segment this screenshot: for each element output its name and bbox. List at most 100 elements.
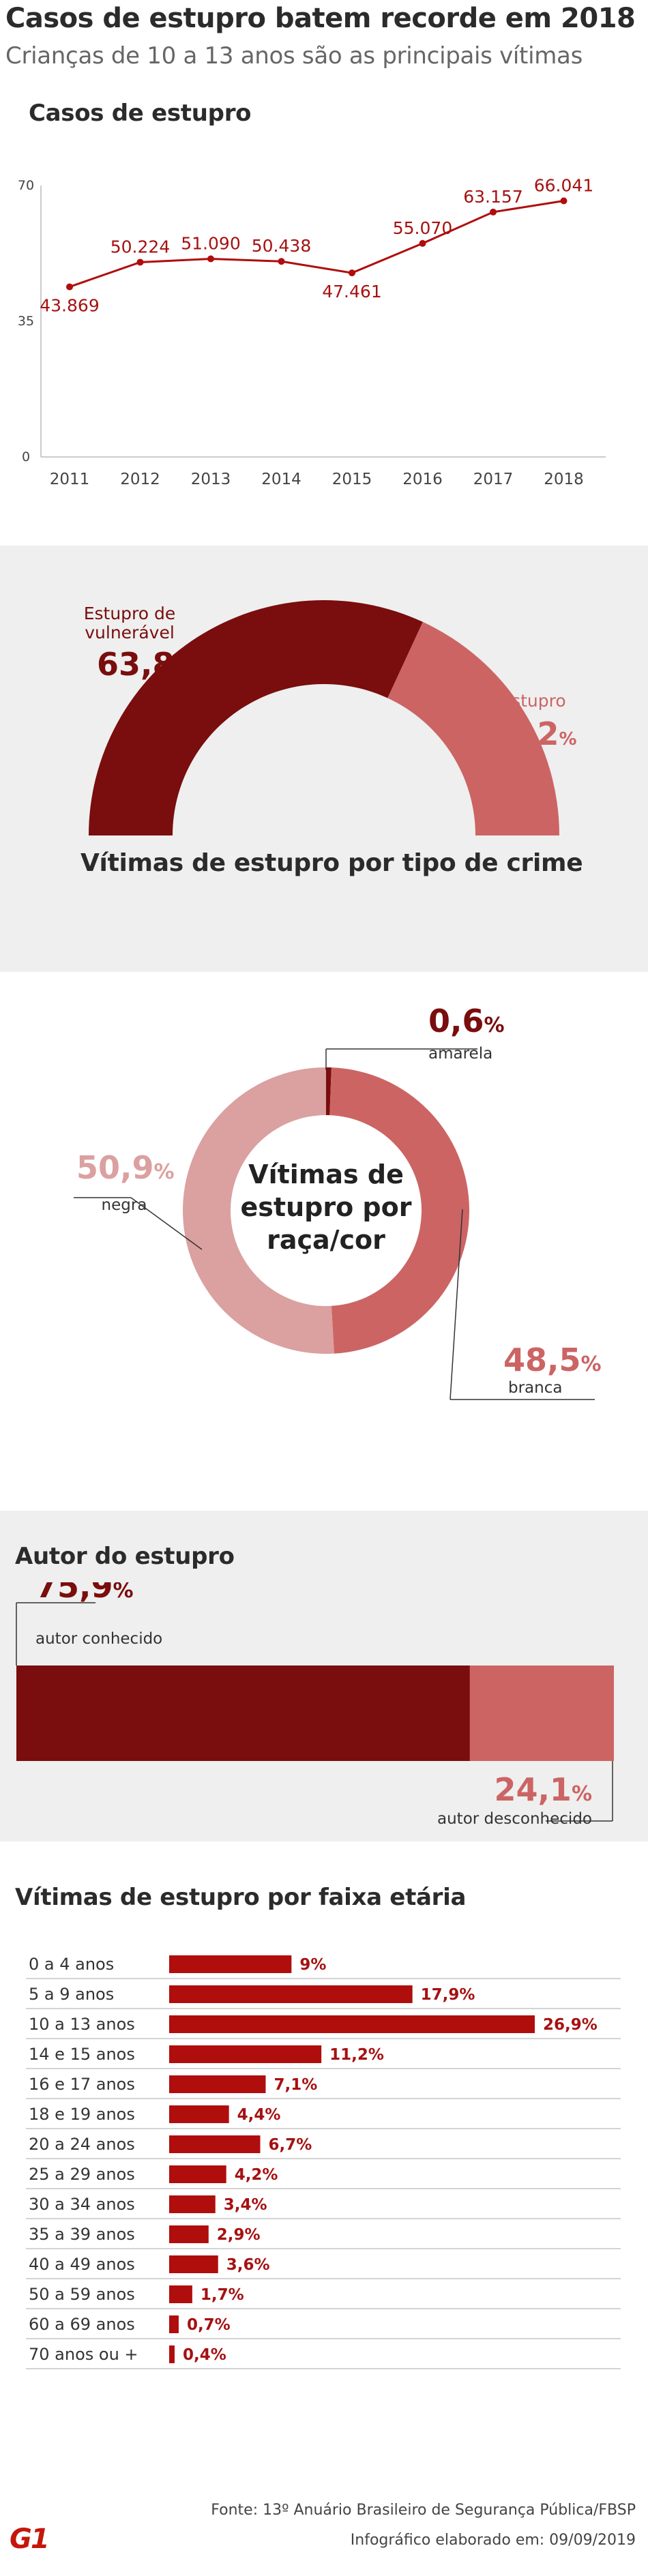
line-series: [69, 200, 564, 288]
age-bar: [169, 2045, 322, 2063]
age-bar: [169, 2135, 261, 2153]
x-tick-label: 2017: [473, 471, 514, 488]
data-point: [207, 255, 214, 263]
age-value-label: 9%: [299, 1956, 326, 1974]
age-bar: [169, 2165, 226, 2183]
age-bar: [169, 1985, 413, 2003]
slice-value: 36,2%: [482, 715, 577, 752]
age-value-label: 6,7%: [269, 2136, 312, 2154]
age-bar-chart: 0 a 4 anos 9% 5 a 9 anos 17,9% 10 a 13 anos 2…: [26, 1955, 621, 2369]
x-tick-label: 2016: [402, 471, 443, 488]
age-category-label: 16 e 17 anos: [29, 2075, 135, 2094]
age-value-label: 0,4%: [183, 2346, 226, 2364]
age-value-label: 26,9%: [543, 2016, 598, 2034]
x-tick-label: 2013: [191, 471, 231, 488]
author-title: Autor do estupro: [15, 1543, 235, 1570]
age-category-label: 35 a 39 anos: [29, 2225, 135, 2244]
age-category-label: 25 a 29 anos: [29, 2165, 135, 2184]
page-subtitle: Crianças de 10 a 13 anos são as principa…: [5, 42, 583, 70]
x-tick-label: 2018: [544, 471, 584, 488]
data-label: 63.157: [463, 187, 522, 207]
data-label: 50.224: [111, 237, 170, 256]
data-label: 51.090: [181, 234, 240, 254]
age-bar: [169, 2015, 535, 2033]
slice-value: 48,5%: [503, 1342, 602, 1378]
leader-line: [450, 1209, 463, 1400]
x-tick-label: 2015: [332, 471, 372, 488]
age-value-label: 1,7%: [201, 2286, 244, 2304]
data-point: [66, 283, 73, 291]
stacked-bar-segment: [469, 1665, 614, 1761]
half-donut-slice: [387, 621, 559, 835]
age-value-label: 7,1%: [274, 2076, 317, 2094]
donut-slice: [182, 1067, 334, 1354]
y-tick-label: 0: [22, 449, 30, 464]
x-tick-label: 2011: [50, 471, 90, 488]
data-point: [349, 269, 355, 277]
age-value-label: 4,4%: [237, 2106, 281, 2124]
line-chart: 0 35 70 43.869 2011 50.224 2012 51.090 2013 50.43…: [18, 176, 606, 488]
slice-label: amarela: [428, 1045, 492, 1063]
age-category-label: 50 a 59 anos: [29, 2285, 135, 2304]
age-bar: [169, 2195, 216, 2213]
age-value-label: 4,2%: [235, 2166, 278, 2184]
source-note: Fonte: 13º Anuário Brasileiro de Seguran…: [211, 2502, 636, 2519]
data-label: 66.041: [534, 176, 593, 196]
age-bar: [169, 2225, 209, 2243]
segment-value: 75,9%: [35, 1582, 134, 1605]
slice-label: branca: [508, 1379, 562, 1397]
age-bar: [169, 2285, 192, 2303]
slice-label: Estupro de: [84, 604, 176, 623]
age-value-label: 11,2%: [329, 2046, 384, 2064]
data-label: 55.070: [393, 218, 452, 238]
slice-label: negra: [102, 1196, 147, 1214]
segment-label: autor desconhecido: [437, 1810, 592, 1828]
age-category-label: 14 e 15 anos: [29, 2045, 135, 2064]
age-category-label: 10 a 13 anos: [29, 2015, 135, 2034]
age-category-label: 40 a 49 anos: [29, 2255, 135, 2274]
slice-value: 63,8%: [97, 646, 192, 683]
x-tick-label: 2012: [120, 471, 160, 488]
age-bar: [169, 2105, 229, 2123]
donut-slice: [329, 1067, 469, 1354]
age-bar: [169, 1955, 292, 1973]
age-value-label: 3,4%: [224, 2196, 267, 2214]
age-bar: [169, 2075, 266, 2093]
slice-value: 50,9%: [76, 1149, 175, 1186]
data-label: 47.461: [322, 282, 381, 301]
age-category-label: 5 a 9 anos: [29, 1985, 114, 2004]
age-bar: [169, 2255, 218, 2273]
age-category-label: 0 a 4 anos: [29, 1955, 114, 1974]
y-tick-label: 70: [18, 178, 34, 193]
line-chart-title: Casos de estupro: [29, 100, 252, 127]
donut-center-title: estupro por: [241, 1192, 412, 1222]
page-title: Casos de estupro batem recorde em 2018: [5, 3, 636, 34]
data-point: [278, 258, 285, 265]
age-category-label: 70 anos ou +: [29, 2345, 138, 2364]
y-tick-label: 35: [18, 314, 34, 329]
data-point: [560, 197, 568, 205]
slice-value: 0,6%: [428, 1003, 505, 1039]
g1-logo: G1: [10, 2523, 50, 2555]
data-label: 50.438: [252, 236, 311, 256]
stacked-bar-segment: [16, 1665, 470, 1761]
age-value-label: 2,9%: [217, 2226, 261, 2244]
segment-value: 24,1%: [494, 1771, 592, 1808]
x-tick-label: 2014: [261, 471, 301, 488]
donut-slice: [326, 1067, 332, 1116]
age-category-label: 30 a 34 anos: [29, 2195, 135, 2214]
data-point: [136, 258, 144, 266]
author-stacked-bar: 75,9% autor conhecido 24,1% autor desconhec…: [16, 1582, 614, 1828]
half-donut-slice: [89, 599, 423, 835]
slice-label: Estupro: [501, 691, 565, 711]
age-title: Vítimas de estupro por faixa etária: [15, 1884, 467, 1911]
age-value-label: 17,9%: [421, 1986, 475, 2004]
age-value-label: 3,6%: [226, 2256, 270, 2274]
leader-line: [130, 1197, 203, 1250]
age-value-label: 0,7%: [187, 2316, 231, 2334]
age-bar: [169, 2315, 179, 2333]
data-point: [490, 208, 497, 216]
age-category-label: 20 a 24 anos: [29, 2135, 135, 2154]
